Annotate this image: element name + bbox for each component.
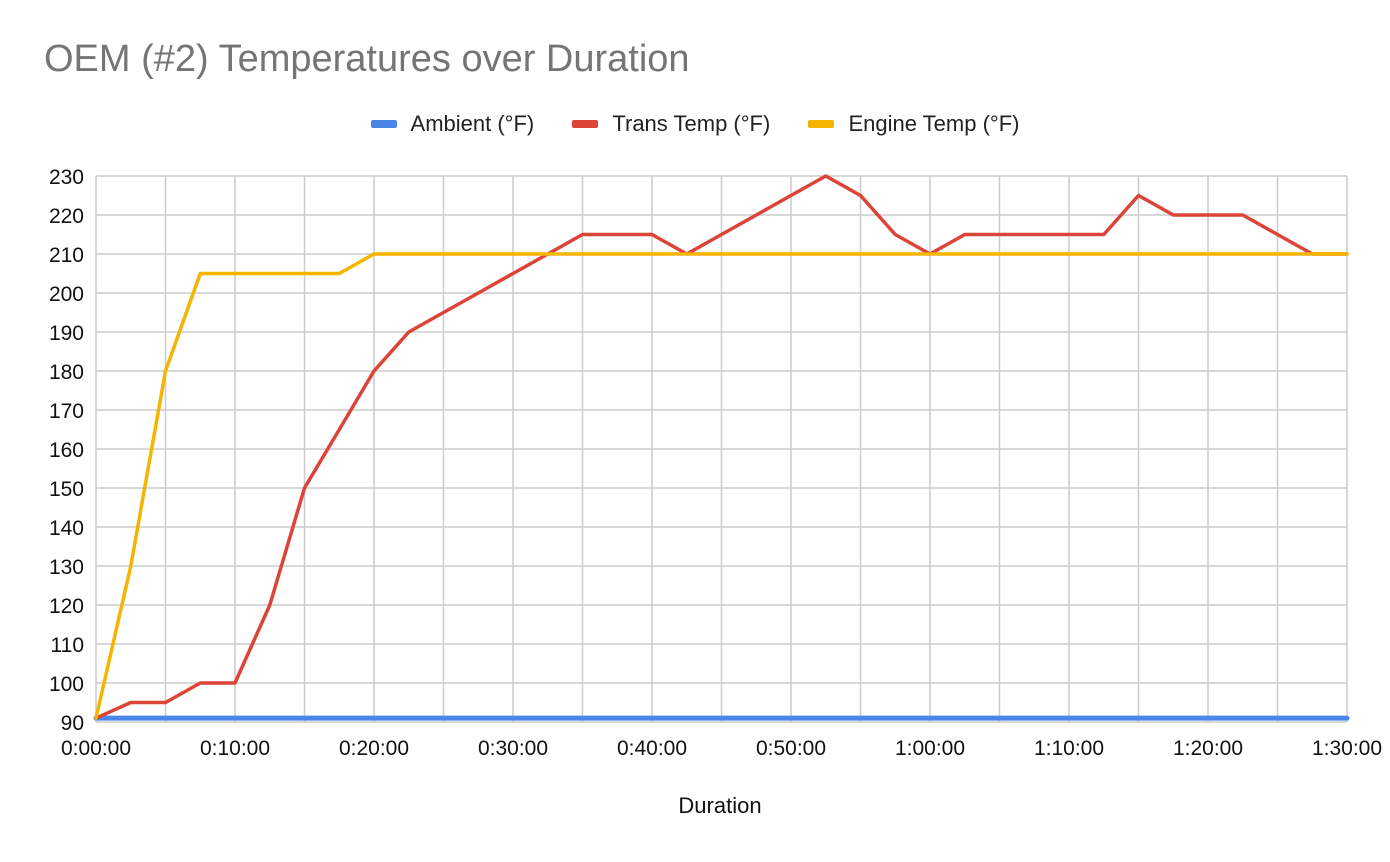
x-tick-label: 1:30:00 xyxy=(1312,737,1382,760)
legend-swatch-engine-temp xyxy=(808,120,835,128)
x-tick-label: 0:10:00 xyxy=(200,737,270,760)
legend: Ambient (°F) Trans Temp (°F) Engine Temp… xyxy=(0,108,1390,137)
y-tick-label: 100 xyxy=(49,673,84,696)
x-tick-label: 0:20:00 xyxy=(339,737,409,760)
x-axis-label: Duration xyxy=(678,793,761,818)
x-tick-label: 1:00:00 xyxy=(895,737,965,760)
gridlines xyxy=(95,175,1348,723)
y-tick-label: 160 xyxy=(49,439,84,462)
legend-label-trans-temp: Trans Temp (°F) xyxy=(612,111,771,136)
y-tick-label: 190 xyxy=(49,322,84,345)
y-tick-label: 220 xyxy=(49,205,84,228)
y-tick-label: 230 xyxy=(49,166,84,189)
x-tick-label: 0:50:00 xyxy=(756,737,826,760)
y-tick-label: 130 xyxy=(49,556,84,579)
legend-item-trans-temp[interactable]: Trans Temp (°F) xyxy=(572,111,770,137)
x-axis-ticks: 0:00:00 0:10:00 0:20:00 0:30:00 0:40:00 0:50:… xyxy=(61,737,1382,760)
y-tick-label: 200 xyxy=(49,283,84,306)
x-tick-label: 0:00:00 xyxy=(61,737,131,760)
x-tick-label: 1:10:00 xyxy=(1034,737,1104,760)
x-tick-label: 0:40:00 xyxy=(617,737,687,760)
x-tick-label: 1:20:00 xyxy=(1173,737,1243,760)
legend-item-ambient[interactable]: Ambient (°F) xyxy=(370,111,535,137)
y-tick-label: 140 xyxy=(49,517,84,540)
legend-label-ambient: Ambient (°F) xyxy=(410,111,535,136)
chart-title: OEM (#2) Temperatures over Duration xyxy=(44,38,690,80)
x-tick-label: 0:30:00 xyxy=(478,737,548,760)
trans-temp-line xyxy=(94,174,1349,720)
legend-swatch-trans-temp xyxy=(572,120,599,128)
legend-swatch-ambient xyxy=(370,120,397,128)
y-tick-label: 210 xyxy=(49,244,84,267)
engine-temp-line xyxy=(94,252,1349,720)
y-tick-label: 120 xyxy=(49,595,84,618)
y-tick-label: 180 xyxy=(49,361,84,384)
series-lines xyxy=(93,174,1350,721)
legend-label-engine-temp: Engine Temp (°F) xyxy=(848,111,1020,136)
y-tick-label: 150 xyxy=(49,478,84,501)
y-tick-label: 170 xyxy=(49,400,84,423)
y-tick-label: 110 xyxy=(51,634,84,657)
legend-item-engine-temp[interactable]: Engine Temp (°F) xyxy=(808,111,1019,137)
y-axis-ticks: 90 100 110 120 130 140 150 160 170 180 190 200 210 22… xyxy=(49,166,84,735)
y-tick-label: 90 xyxy=(61,712,84,735)
